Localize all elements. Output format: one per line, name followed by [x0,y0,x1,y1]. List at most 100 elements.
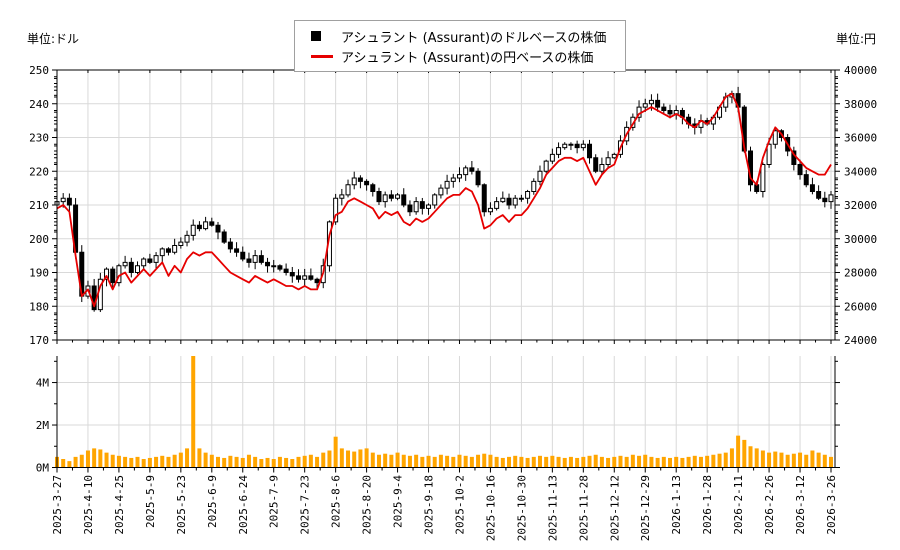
legend-item-usd: アシュラント (Assurant)のドルベースの株価 [311,26,625,46]
date-tick-label: 2026-3-26 [825,475,838,535]
volume-bar [798,452,803,468]
volume-bar [438,454,443,468]
candle-body [60,197,66,203]
volume-bar [222,457,227,468]
date-tick-label: 2025-9-18 [423,475,436,535]
volume-bar [290,459,295,468]
candle-body [475,170,481,186]
yen-line [56,92,832,308]
volume-bar [172,454,177,468]
candle-body [66,197,72,206]
volume-bar [253,456,258,468]
volume-bar [822,454,827,468]
date-tick-label: 2026-1-28 [701,475,714,535]
volume-bar [655,457,660,468]
date-tick-label: 2025-7-23 [299,475,312,535]
candle-body [196,224,202,230]
usd-marker-wrap [311,31,341,41]
volume-bar [383,453,388,468]
volume-bar [160,455,165,468]
volume-bar [513,455,518,468]
volume-bar [110,454,115,468]
candle-body [667,110,673,115]
volume-bar [352,451,357,468]
jpy-marker-wrap [311,54,341,58]
candle-body [382,194,388,203]
volume-bar [587,455,592,468]
candle-body [221,231,227,243]
candle-body [141,258,147,267]
volume-bar [711,454,716,468]
volume-bar [414,454,419,468]
volume-bar [296,456,301,468]
candle-body [772,130,778,145]
candle-body [388,194,394,199]
candle-body [407,204,413,213]
volume-bar [98,449,103,468]
price-tick-label: 170 [29,334,49,347]
volume-bar [754,448,759,468]
volume-bar [785,454,790,468]
candle-body [525,191,531,199]
candle-body [531,180,537,192]
price-tick-label: 210 [29,199,49,212]
volume-tick-label: 2M [36,419,50,432]
volume-bar [154,456,159,468]
candle-body [518,197,524,200]
volume-bar [661,456,666,468]
candle-body [611,153,617,159]
volume-bar [637,455,642,468]
date-tick-label: 2025-6-9 [206,475,219,528]
volume-bar [209,454,214,468]
candle-body [432,194,438,206]
volume-bar [507,456,512,468]
volume-bar [327,450,332,468]
candle-body [500,197,506,203]
volume-bar [829,456,833,468]
candle-body [760,164,766,192]
volume-bar [315,456,320,468]
candle-body [345,184,351,196]
candle-body [364,180,370,186]
date-tick-label: 2025-9-4 [392,475,405,528]
volume-bar [234,456,239,468]
candle-body [153,255,159,263]
candle-body [549,153,555,162]
volume-bar [432,456,437,468]
candle-body [655,99,661,108]
volume-bar [773,451,778,468]
candle-body [277,265,283,270]
volume-bar [339,448,344,468]
volume-bar [556,456,561,468]
candle-body [648,99,654,105]
volume-bar [135,456,140,468]
date-tick-label: 2026-3-12 [794,475,807,535]
volume-bar [185,448,190,468]
date-tick-label: 2025-5-9 [144,475,157,528]
volume-bar [426,455,431,468]
volume-bar [420,456,425,468]
candlestick-series [54,86,834,313]
candle-body [289,272,295,277]
volume-bar [736,435,741,468]
candle-body [494,201,500,209]
yen-tick-label: 24000 [844,334,877,347]
candle-body [463,167,469,176]
volume-bar [79,454,84,468]
date-tick-label: 2025-10-16 [484,475,497,541]
volume-bar [705,455,710,468]
candle-body [209,221,215,226]
candle-body [642,103,648,108]
candle-body [172,245,178,253]
volume-bar [445,455,450,468]
candle-body [419,201,425,209]
candle-body [828,194,834,203]
candle-body [357,177,363,182]
candle-body [190,224,196,236]
volume-bar [246,454,251,468]
candle-body [587,143,593,159]
candle-body [122,261,128,267]
legend-box: アシュラント (Assurant)のドルベースの株価 アシュラント (Assur… [294,20,626,72]
candle-body [574,143,580,149]
candle-body [203,221,209,230]
